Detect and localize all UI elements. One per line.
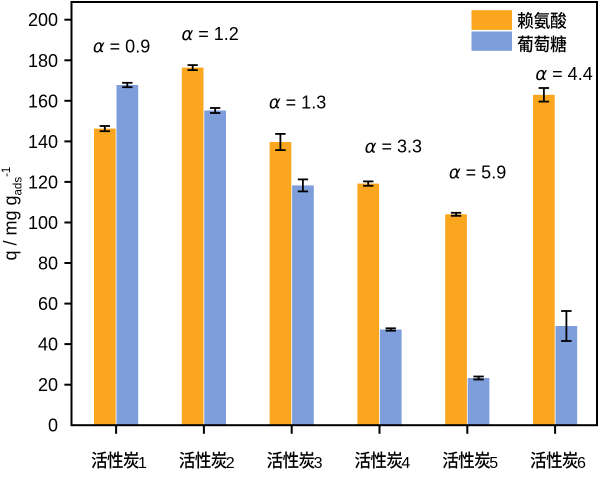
svg-text:= 3.3: = 3.3 xyxy=(381,137,422,157)
svg-text:= 1.3: = 1.3 xyxy=(286,92,327,112)
svg-text:60: 60 xyxy=(38,294,58,314)
svg-text:20: 20 xyxy=(38,375,58,395)
svg-text:5: 5 xyxy=(489,455,498,472)
svg-text:160: 160 xyxy=(28,91,58,111)
svg-text:100: 100 xyxy=(28,213,58,233)
svg-text:120: 120 xyxy=(28,172,58,192)
svg-text:6: 6 xyxy=(577,455,586,472)
svg-text:180: 180 xyxy=(28,51,58,71)
svg-text:1: 1 xyxy=(138,455,147,472)
svg-text:140: 140 xyxy=(28,132,58,152)
svg-text:4: 4 xyxy=(401,455,410,472)
svg-text:0: 0 xyxy=(48,416,58,436)
svg-text:40: 40 xyxy=(38,335,58,355)
svg-text:= 1.2: = 1.2 xyxy=(198,24,239,44)
svg-text:= 0.9: = 0.9 xyxy=(110,36,151,56)
svg-text:200: 200 xyxy=(28,10,58,30)
svg-text:3: 3 xyxy=(314,455,323,472)
svg-text:= 4.4: = 4.4 xyxy=(552,64,593,84)
svg-text:2: 2 xyxy=(226,455,235,472)
svg-text:80: 80 xyxy=(38,254,58,274)
svg-text:= 5.9: = 5.9 xyxy=(466,162,507,182)
